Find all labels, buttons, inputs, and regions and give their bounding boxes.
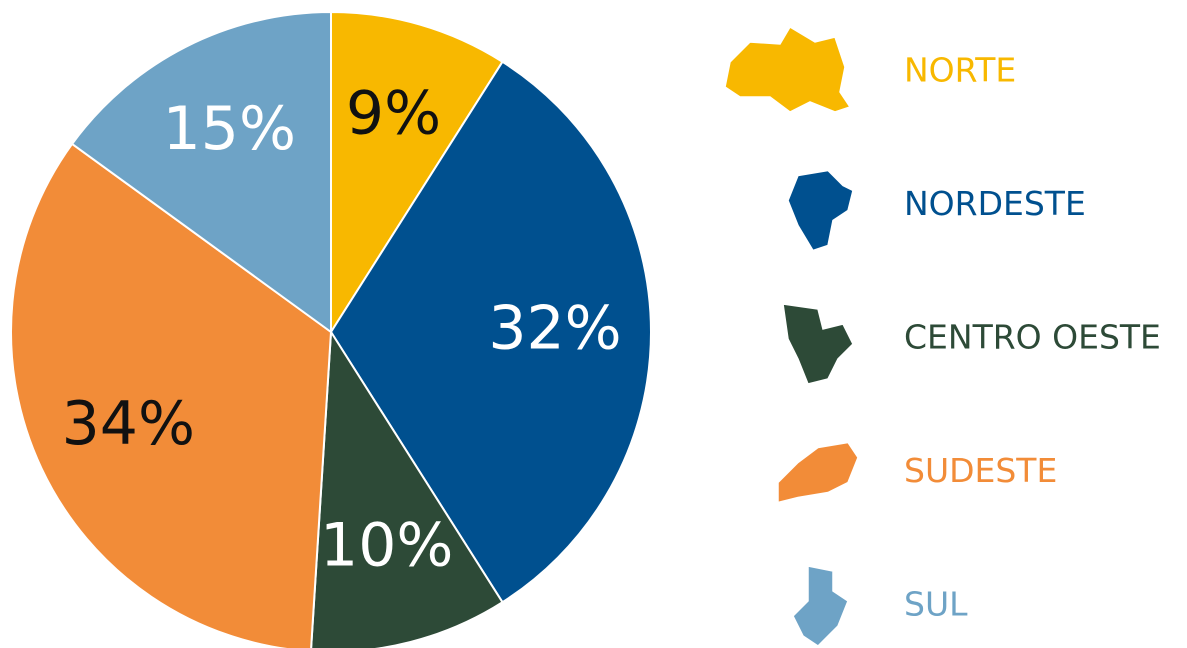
slice-label: 34% — [62, 389, 195, 459]
pie-slice — [310, 328, 504, 648]
region-icon — [777, 441, 859, 504]
legend-label: SUDESTE — [904, 451, 1057, 490]
slice-label: 32% — [488, 294, 621, 364]
region-icon — [724, 25, 852, 113]
region-icon — [787, 169, 854, 252]
slice-label: 15% — [163, 94, 296, 164]
legend-label: SUL — [904, 585, 968, 624]
slice-label: 9% — [346, 78, 441, 148]
pie-slice — [10, 142, 333, 648]
region-icon — [792, 565, 849, 647]
legend-label: NORTE — [904, 51, 1016, 90]
region-icon — [782, 303, 854, 385]
legend-label: NORDESTE — [904, 184, 1086, 223]
pie-slice — [70, 10, 332, 334]
pie-slice — [330, 10, 504, 336]
pie-slice — [329, 60, 653, 604]
legend-label: CENTRO OESTE — [904, 318, 1161, 357]
slice-label: 10% — [320, 511, 453, 581]
